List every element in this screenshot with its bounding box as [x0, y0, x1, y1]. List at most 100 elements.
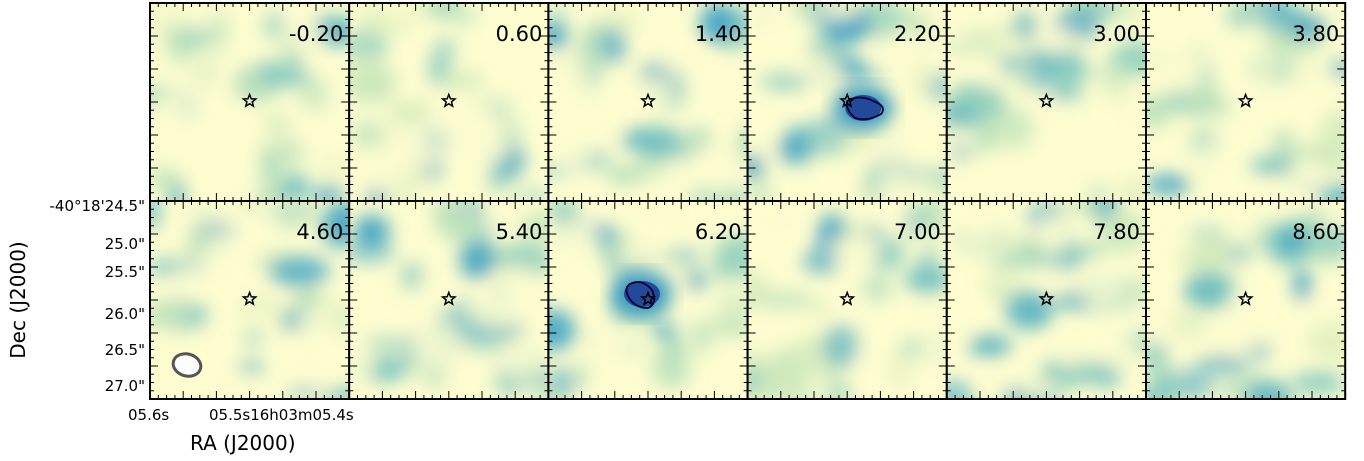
noise-blob-light	[628, 79, 675, 103]
channel-panel--0.20: -0.20	[149, 2, 351, 202]
noise-blob-light	[1092, 333, 1144, 367]
noise-blob-light	[194, 370, 251, 393]
source-star-icon	[1038, 92, 1055, 108]
noise-blob	[1028, 46, 1083, 65]
noise-blob-light	[917, 327, 947, 360]
velocity-label: 1.40	[695, 22, 742, 46]
velocity-label: 6.20	[695, 220, 742, 244]
emission-peak	[833, 86, 894, 130]
noise-blob	[1146, 175, 1192, 195]
noise-blob-light	[796, 53, 836, 77]
noise-blob	[700, 3, 737, 44]
y-tick-label-5: 27.0"	[105, 377, 145, 395]
y-tick-label-4: 26.5"	[105, 341, 145, 359]
source-star-icon	[839, 92, 856, 108]
noise-blob	[1245, 380, 1293, 399]
noise-blob	[806, 133, 846, 158]
velocity-label: 3.80	[1292, 22, 1339, 46]
noise-blob-light	[864, 206, 917, 225]
y-tick-label-1: 25.0"	[105, 235, 145, 253]
noise-blob	[1090, 360, 1121, 389]
noise-blob	[281, 173, 309, 201]
noise-blob	[984, 106, 1035, 150]
noise-blob	[243, 328, 264, 347]
noise-blob-light	[865, 130, 915, 165]
noise-blob-light	[661, 54, 720, 79]
noise-blob	[1067, 201, 1102, 214]
noise-blob-light	[489, 265, 539, 289]
noise-blob	[1146, 96, 1172, 128]
noise-blob	[435, 71, 485, 90]
noise-blob-light	[349, 343, 375, 386]
noise-blob-light	[1201, 313, 1260, 356]
noise-blob-light	[281, 356, 336, 388]
noise-blob-light	[381, 124, 419, 142]
noise-blob-light	[555, 81, 615, 109]
noise-blob	[775, 134, 815, 165]
noise-blob-light	[154, 373, 196, 399]
noise-field	[946, 3, 1146, 201]
noise-blob	[461, 241, 500, 278]
noise-blob-light	[297, 307, 330, 342]
noise-blob	[967, 335, 1012, 358]
noise-blob	[822, 325, 860, 368]
velocity-label: -0.20	[289, 22, 343, 46]
channel-panel-7.00: 7.00	[746, 200, 948, 400]
noise-blob	[321, 207, 350, 250]
velocity-label: 7.80	[1093, 220, 1140, 244]
noise-blob	[1043, 84, 1083, 101]
noise-blob-light	[1110, 105, 1146, 142]
noise-blob	[651, 322, 677, 338]
noise-blob-light	[760, 204, 808, 242]
channel-panel-7.80: 7.80	[945, 200, 1147, 400]
noise-blob	[714, 294, 748, 312]
noise-blob-light	[1037, 216, 1063, 258]
noise-blob	[243, 201, 261, 211]
noise-field	[349, 3, 549, 201]
noise-blob-light	[648, 201, 705, 227]
source-star-icon	[1237, 290, 1254, 306]
noise-blob	[324, 387, 350, 399]
noise-blob-light	[411, 282, 440, 316]
source-star-icon	[839, 290, 856, 306]
noise-blob-light	[1033, 264, 1061, 288]
noise-blob-light	[501, 38, 526, 57]
noise-blob	[808, 302, 829, 315]
noise-blob-light	[299, 339, 320, 364]
noise-blob-light	[293, 21, 325, 59]
noise-blob	[353, 215, 391, 247]
noise-blob-light	[408, 321, 462, 365]
velocity-label: 4.60	[296, 220, 343, 244]
noise-blob	[1107, 80, 1130, 105]
noise-blob-light	[875, 34, 931, 64]
noise-blob	[646, 128, 684, 151]
noise-blob-light	[1190, 142, 1223, 183]
noise-blob	[713, 234, 748, 279]
noise-blob	[419, 3, 464, 22]
emission-contour	[625, 281, 656, 309]
noise-blob	[353, 41, 371, 80]
noise-blob-light	[858, 344, 889, 378]
noise-blob-light	[1204, 32, 1235, 67]
noise-blob-light	[455, 3, 500, 12]
noise-blob	[1005, 291, 1054, 330]
noise-blob	[1159, 369, 1216, 399]
source-star-icon	[1237, 92, 1254, 108]
noise-blob	[269, 256, 330, 287]
source-star-icon	[241, 92, 258, 108]
noise-blob-light	[211, 73, 237, 91]
noise-blob	[984, 267, 1009, 299]
noise-blob	[1279, 229, 1304, 250]
velocity-label: 3.00	[1093, 22, 1140, 46]
noise-blob	[423, 356, 446, 390]
noise-blob	[857, 3, 905, 39]
noise-blob	[1227, 3, 1246, 31]
noise-blob-light	[598, 201, 620, 219]
noise-blob-light	[1051, 328, 1087, 370]
noise-blob	[548, 5, 568, 23]
noise-blob	[209, 9, 230, 53]
y-tick-label-3: 26.0"	[105, 305, 145, 323]
panel-ticks	[548, 201, 748, 399]
noise-blob	[690, 319, 713, 354]
